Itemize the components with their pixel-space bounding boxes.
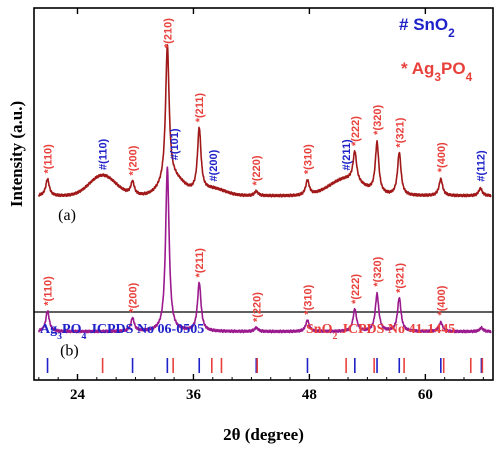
- x-tick-label: 24: [70, 387, 86, 403]
- reference-label-ag3po4: Ag3PO4 JCPDS No 06-0505: [40, 322, 204, 342]
- peak-label: *(321): [394, 263, 406, 293]
- x-tick-label: 36: [186, 387, 202, 403]
- series-label: (a): [58, 207, 76, 224]
- peak-label: *(310): [302, 144, 314, 174]
- peak-label: *(400): [436, 285, 448, 315]
- peak-label: *(320): [372, 256, 384, 286]
- peak-label: *(200): [128, 145, 140, 175]
- peak-label: *(220): [251, 292, 263, 322]
- peak-label: *(210): [162, 18, 174, 48]
- peak-label: *(200): [128, 282, 140, 312]
- y-axis-label: Intensity (a.u.): [7, 101, 26, 207]
- series-label: (b): [60, 343, 79, 360]
- peak-label: *(220): [251, 155, 263, 185]
- peak-label: *(310): [302, 284, 314, 314]
- reference-label-sno2: SnO2 JCPDS No 41-1445: [306, 322, 455, 342]
- peak-label: #(200): [208, 149, 220, 181]
- x-tick-label: 60: [418, 387, 433, 403]
- peak-label: *(211): [194, 248, 206, 278]
- series-line-b: [38, 166, 492, 334]
- peak-label: *(110): [43, 144, 55, 174]
- series-line-a: [38, 43, 492, 198]
- x-tick-label: 48: [302, 387, 317, 403]
- peak-label: #(101): [169, 128, 181, 160]
- peak-label: *(222): [350, 274, 362, 304]
- legend-ag3po4: * Ag3PO4: [401, 59, 473, 84]
- peak-label: #(110): [98, 138, 110, 170]
- peak-label: *(320): [372, 105, 384, 135]
- peak-label: #(211): [341, 139, 353, 171]
- peak-label: *(400): [436, 142, 448, 172]
- peak-label: *(110): [43, 276, 55, 306]
- peak-label: *(222): [350, 116, 362, 146]
- peak-label: *(211): [194, 93, 206, 123]
- plot-frame: [33, 7, 494, 381]
- x-axis-label: 2θ (degree): [223, 425, 304, 444]
- legend-sno2: # SnO2: [399, 15, 455, 40]
- peak-label: #(112): [475, 150, 487, 182]
- peak-label: *(321): [394, 117, 406, 147]
